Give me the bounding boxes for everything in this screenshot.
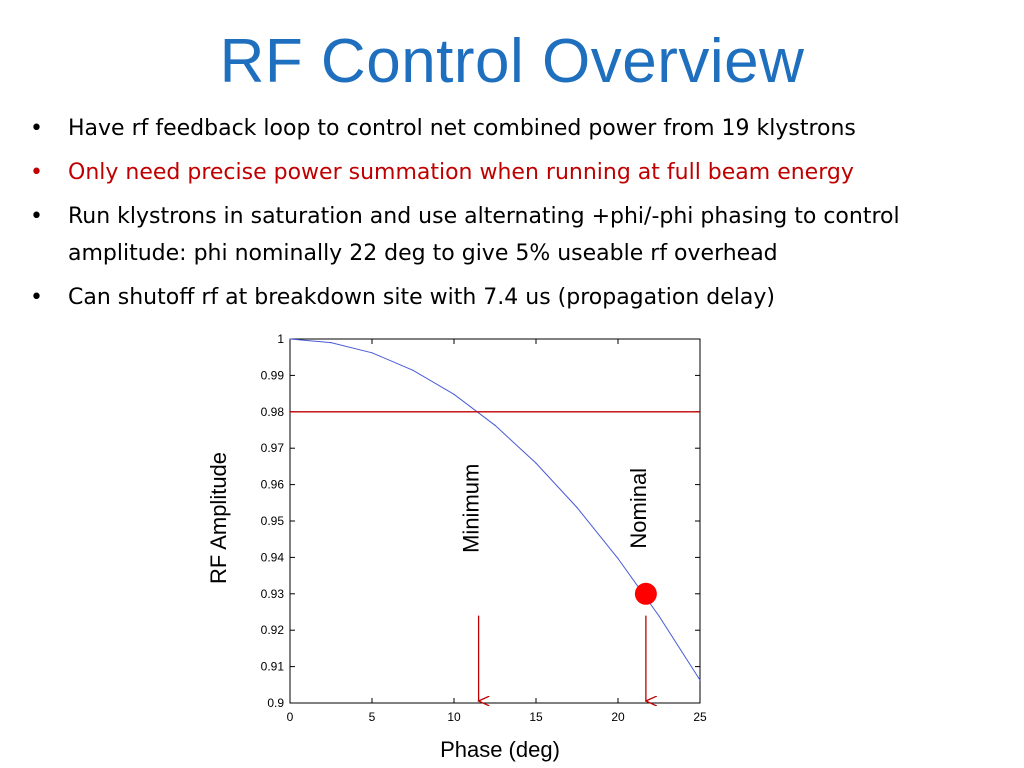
y-tick-label: 0.96 [261,478,285,492]
bullet-text: Run klystrons in saturation and use alte… [68,204,900,266]
annotation-label: Minimum [459,464,484,553]
x-tick-label: 0 [287,710,294,724]
x-axis-label: Phase (deg) [440,737,560,762]
series-point [289,338,291,340]
y-tick-label: 0.95 [261,514,285,528]
y-tick-label: 0.9 [267,696,284,710]
series-point [494,424,496,426]
bullet-item: • Run klystrons in saturation and use al… [28,198,988,272]
bullet-item: • Can shutoff rf at breakdown site with … [28,279,988,316]
y-tick-label: 0.98 [261,405,285,419]
x-tick-label: 15 [529,710,543,724]
x-tick-label: 5 [369,710,376,724]
series-point [699,679,701,681]
x-tick-label: 25 [693,710,707,724]
y-tick-label: 0.92 [261,623,285,637]
bullet-text: Have rf feedback loop to control net com… [68,116,856,141]
y-tick-label: 0.99 [261,368,285,382]
bullet-item: • Only need precise power summation when… [28,154,988,191]
bullet-dot-icon: • [30,204,43,229]
x-tick-label: 10 [447,710,461,724]
bullet-dot-icon: • [30,285,43,310]
x-tick-label: 20 [611,710,625,724]
nominal-marker [634,582,657,605]
series-point [535,462,537,464]
y-axis-label: RF Amplitude [206,452,231,584]
series-point [412,369,414,371]
slide-title: RF Control Overview [219,27,805,96]
series-point [576,506,578,509]
series-line [289,338,701,681]
y-tick-label: 0.93 [261,587,285,601]
series-point [371,352,373,354]
bullet-dot-icon: • [30,116,43,141]
series-point [617,557,619,560]
bullet-item: • Have rf feedback loop to control net c… [28,110,988,147]
y-tick-label: 1 [277,332,284,346]
annotation-label: Nominal [626,468,651,549]
bullet-list: • Have rf feedback loop to control net c… [28,110,988,323]
y-tick-label: 0.97 [261,441,285,455]
series-point [453,393,455,395]
y-tick-label: 0.91 [261,660,285,674]
series-point [658,615,660,617]
bullet-dot-icon: • [30,160,43,185]
y-tick-label: 0.94 [261,550,285,564]
plot-area [289,338,701,704]
bullet-text: Only need precise power summation when r… [68,160,854,185]
series-point [330,342,332,344]
bullet-text: Can shutoff rf at breakdown site with 7.… [68,285,775,310]
